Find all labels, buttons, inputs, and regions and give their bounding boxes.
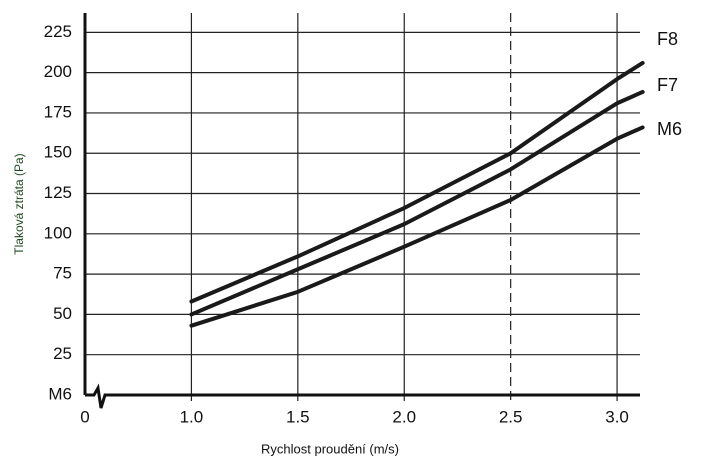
- series-label: M6: [657, 119, 682, 139]
- x-tick-label: 1.0: [180, 407, 204, 426]
- x-tick-label: 2.5: [499, 407, 523, 426]
- x-axis: [85, 383, 640, 409]
- y-tick-label: M6: [48, 384, 72, 403]
- y-axis-label: Tlaková ztráta (Pa): [12, 153, 26, 254]
- y-tick-label: 200: [44, 62, 72, 81]
- x-tick-label: 1.5: [286, 407, 310, 426]
- x-tick-label: 0: [80, 407, 89, 426]
- y-tick-label: 50: [53, 304, 72, 323]
- y-tick-label: 25: [53, 344, 72, 363]
- series-label: F7: [657, 75, 678, 95]
- y-tick-label: 100: [44, 223, 72, 242]
- y-tick-label: 225: [44, 22, 72, 41]
- series-line: [189, 89, 645, 317]
- x-axis-label: Rychlost proudění (m/s): [261, 441, 399, 456]
- y-tick-label: 150: [44, 143, 72, 162]
- y-tick-label: 75: [53, 264, 72, 283]
- x-tick-label: 2.0: [392, 407, 416, 426]
- series-line: [189, 60, 645, 304]
- x-tick-label: 3.0: [605, 407, 629, 426]
- y-tick-label: 125: [44, 183, 72, 202]
- series-label: F8: [657, 29, 678, 49]
- series-line: [189, 125, 645, 328]
- y-tick-label: 175: [44, 102, 72, 121]
